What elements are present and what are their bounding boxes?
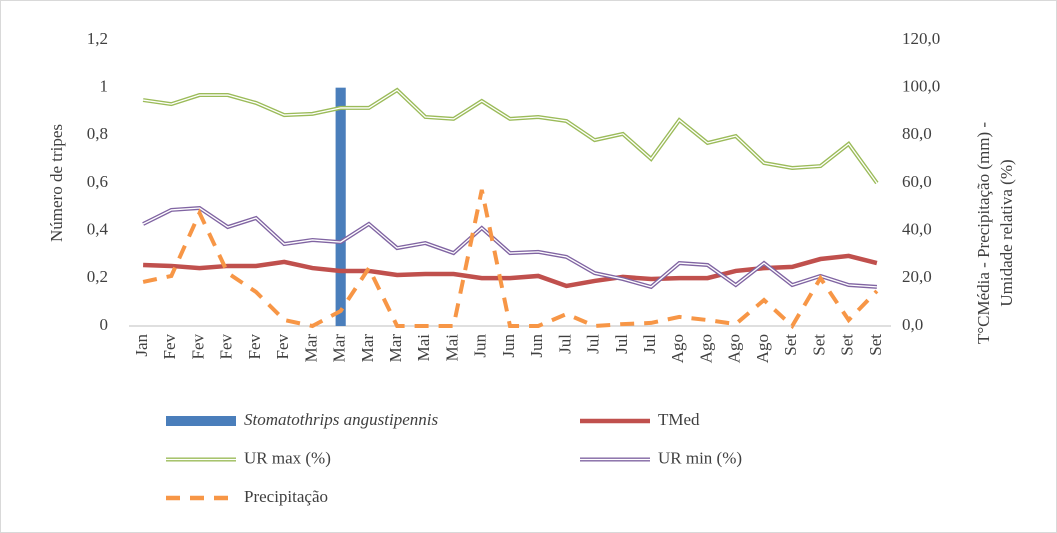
legend-swatch (166, 416, 236, 426)
x-tick-label: Mar (330, 334, 349, 363)
x-tick-label: Fev (217, 334, 236, 360)
line (142, 189, 879, 330)
x-tick-label: Ago (725, 334, 744, 363)
y-tick-label: 1 (100, 77, 109, 96)
x-tick-label: Set (781, 334, 800, 356)
x-tick-label: Ago (668, 334, 687, 363)
x-tick-label: Jul (640, 334, 659, 354)
legend-label: UR min (%) (658, 448, 742, 467)
line-inner (143, 89, 878, 184)
legend-label: TMed (658, 410, 700, 429)
x-tick-label: Jun (527, 334, 546, 358)
y2-tick-label: 100,0 (902, 77, 940, 96)
y2-tick-label: 120,0 (902, 29, 940, 48)
y2-axis-label: T°CMédia - Precipitação (mm) - (974, 122, 993, 344)
y-tick-label: 0,4 (87, 220, 109, 239)
x-tick-label: Mai (414, 334, 433, 362)
line-inner (142, 207, 877, 288)
x-tick-label: Jun (499, 334, 518, 358)
x-tick-label: Fev (273, 334, 292, 360)
y2-tick-label: 0,0 (902, 315, 923, 334)
y-tick-label: 0,6 (87, 172, 108, 191)
x-tick-label: Set (838, 334, 857, 356)
y2-tick-label: 40,0 (902, 220, 932, 239)
y-axis-label: Número de tripes (47, 124, 66, 242)
x-tick-label: Jul (555, 334, 574, 354)
y-tick-label: 0,2 (87, 267, 108, 286)
y-tick-label: 0,8 (87, 124, 108, 143)
x-tick-label: Mai (442, 334, 461, 362)
x-tick-label: Ago (753, 334, 772, 363)
y2-axis-label: Umidade relativa (%) (997, 159, 1016, 306)
y-tick-label: 0 (100, 315, 109, 334)
legend-label: UR max (%) (244, 448, 331, 467)
x-tick-label: Fev (245, 334, 264, 360)
x-tick-label: Mar (386, 334, 405, 363)
x-tick-label: Set (866, 334, 885, 356)
x-tick-label: Jul (612, 334, 631, 354)
legend-label: Precipitação (244, 487, 328, 506)
x-tick-label: Jan (132, 334, 151, 357)
x-tick-label: Mar (301, 334, 320, 363)
x-tick-label: Jun (471, 334, 490, 358)
y2-tick-label: 80,0 (902, 124, 932, 143)
bar (335, 87, 346, 327)
x-tick-label: Fev (188, 334, 207, 360)
legend-label: Stomatothrips angustipennis (244, 410, 438, 429)
y2-tick-label: 60,0 (902, 172, 932, 191)
y-tick-label: 1,2 (87, 29, 108, 48)
x-tick-label: Ago (696, 334, 715, 363)
y2-tick-label: 20,0 (902, 267, 932, 286)
x-tick-label: Fev (160, 334, 179, 360)
x-tick-label: Jul (584, 334, 603, 354)
x-tick-label: Set (809, 334, 828, 356)
x-tick-label: Mar (358, 334, 377, 363)
